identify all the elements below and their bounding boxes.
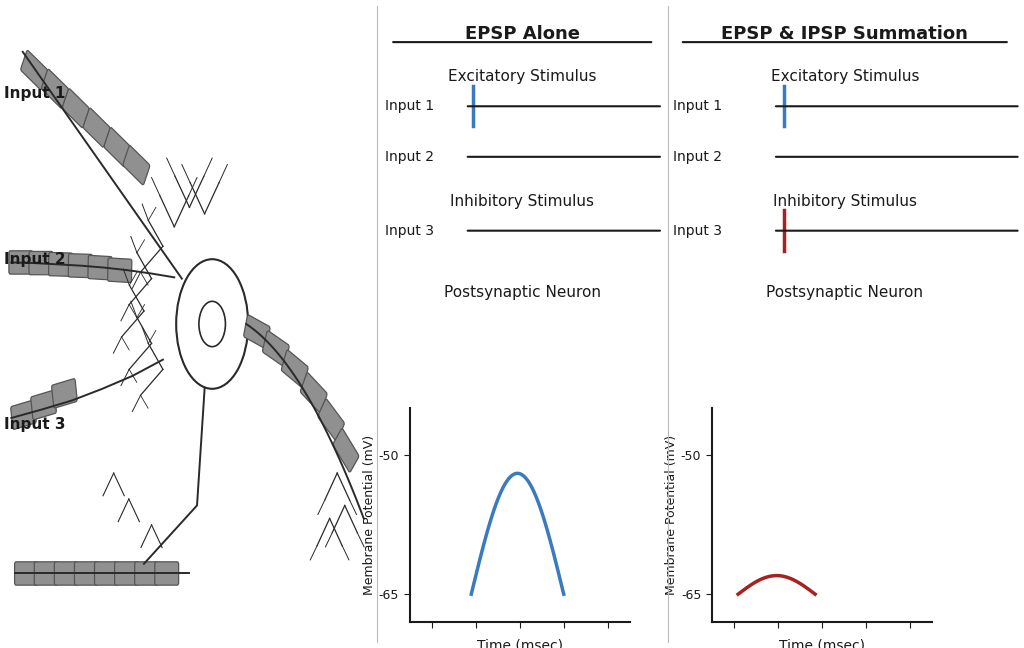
- Text: Postsynaptic Neuron: Postsynaptic Neuron: [766, 285, 924, 300]
- FancyBboxPatch shape: [155, 562, 178, 585]
- FancyBboxPatch shape: [104, 128, 131, 167]
- Y-axis label: Membrane Potential (mV): Membrane Potential (mV): [665, 435, 678, 596]
- FancyBboxPatch shape: [69, 254, 92, 277]
- FancyBboxPatch shape: [42, 69, 69, 108]
- FancyBboxPatch shape: [9, 251, 33, 274]
- FancyBboxPatch shape: [54, 562, 78, 585]
- FancyBboxPatch shape: [282, 350, 308, 388]
- X-axis label: Time (msec): Time (msec): [779, 638, 864, 648]
- FancyBboxPatch shape: [29, 251, 53, 275]
- FancyBboxPatch shape: [94, 562, 119, 585]
- Text: EPSP Alone: EPSP Alone: [465, 25, 580, 43]
- FancyBboxPatch shape: [123, 146, 150, 185]
- Text: EPSP & IPSP Summation: EPSP & IPSP Summation: [721, 25, 969, 43]
- Text: Input 1: Input 1: [4, 86, 66, 102]
- FancyBboxPatch shape: [31, 390, 56, 420]
- FancyBboxPatch shape: [115, 562, 138, 585]
- FancyBboxPatch shape: [318, 399, 344, 441]
- FancyBboxPatch shape: [300, 373, 327, 413]
- FancyBboxPatch shape: [34, 562, 58, 585]
- FancyBboxPatch shape: [51, 378, 77, 408]
- Text: Input 3: Input 3: [4, 417, 66, 432]
- Text: Input 2: Input 2: [385, 150, 433, 164]
- Text: Input 3: Input 3: [673, 224, 722, 238]
- Text: Input 1: Input 1: [385, 99, 434, 113]
- FancyBboxPatch shape: [88, 255, 113, 280]
- FancyBboxPatch shape: [48, 253, 73, 276]
- FancyBboxPatch shape: [75, 562, 98, 585]
- Text: Input 1: Input 1: [673, 99, 722, 113]
- Text: Excitatory Stimulus: Excitatory Stimulus: [770, 69, 920, 84]
- X-axis label: Time (msec): Time (msec): [477, 638, 562, 648]
- FancyBboxPatch shape: [83, 108, 110, 147]
- Text: Postsynaptic Neuron: Postsynaptic Neuron: [443, 285, 601, 300]
- Y-axis label: Membrane Potential (mV): Membrane Potential (mV): [362, 435, 376, 596]
- FancyBboxPatch shape: [262, 331, 289, 366]
- FancyBboxPatch shape: [20, 51, 47, 89]
- FancyBboxPatch shape: [11, 400, 36, 430]
- FancyBboxPatch shape: [62, 89, 89, 128]
- Text: Inhibitory Stimulus: Inhibitory Stimulus: [773, 194, 916, 209]
- Text: Input 2: Input 2: [673, 150, 722, 164]
- Text: Inhibitory Stimulus: Inhibitory Stimulus: [451, 194, 594, 209]
- FancyBboxPatch shape: [108, 258, 132, 283]
- FancyBboxPatch shape: [14, 562, 39, 585]
- Text: Input 2: Input 2: [4, 251, 66, 267]
- FancyBboxPatch shape: [333, 429, 358, 472]
- Text: Input 3: Input 3: [385, 224, 433, 238]
- Text: Excitatory Stimulus: Excitatory Stimulus: [447, 69, 597, 84]
- FancyBboxPatch shape: [244, 315, 270, 349]
- FancyBboxPatch shape: [135, 562, 159, 585]
